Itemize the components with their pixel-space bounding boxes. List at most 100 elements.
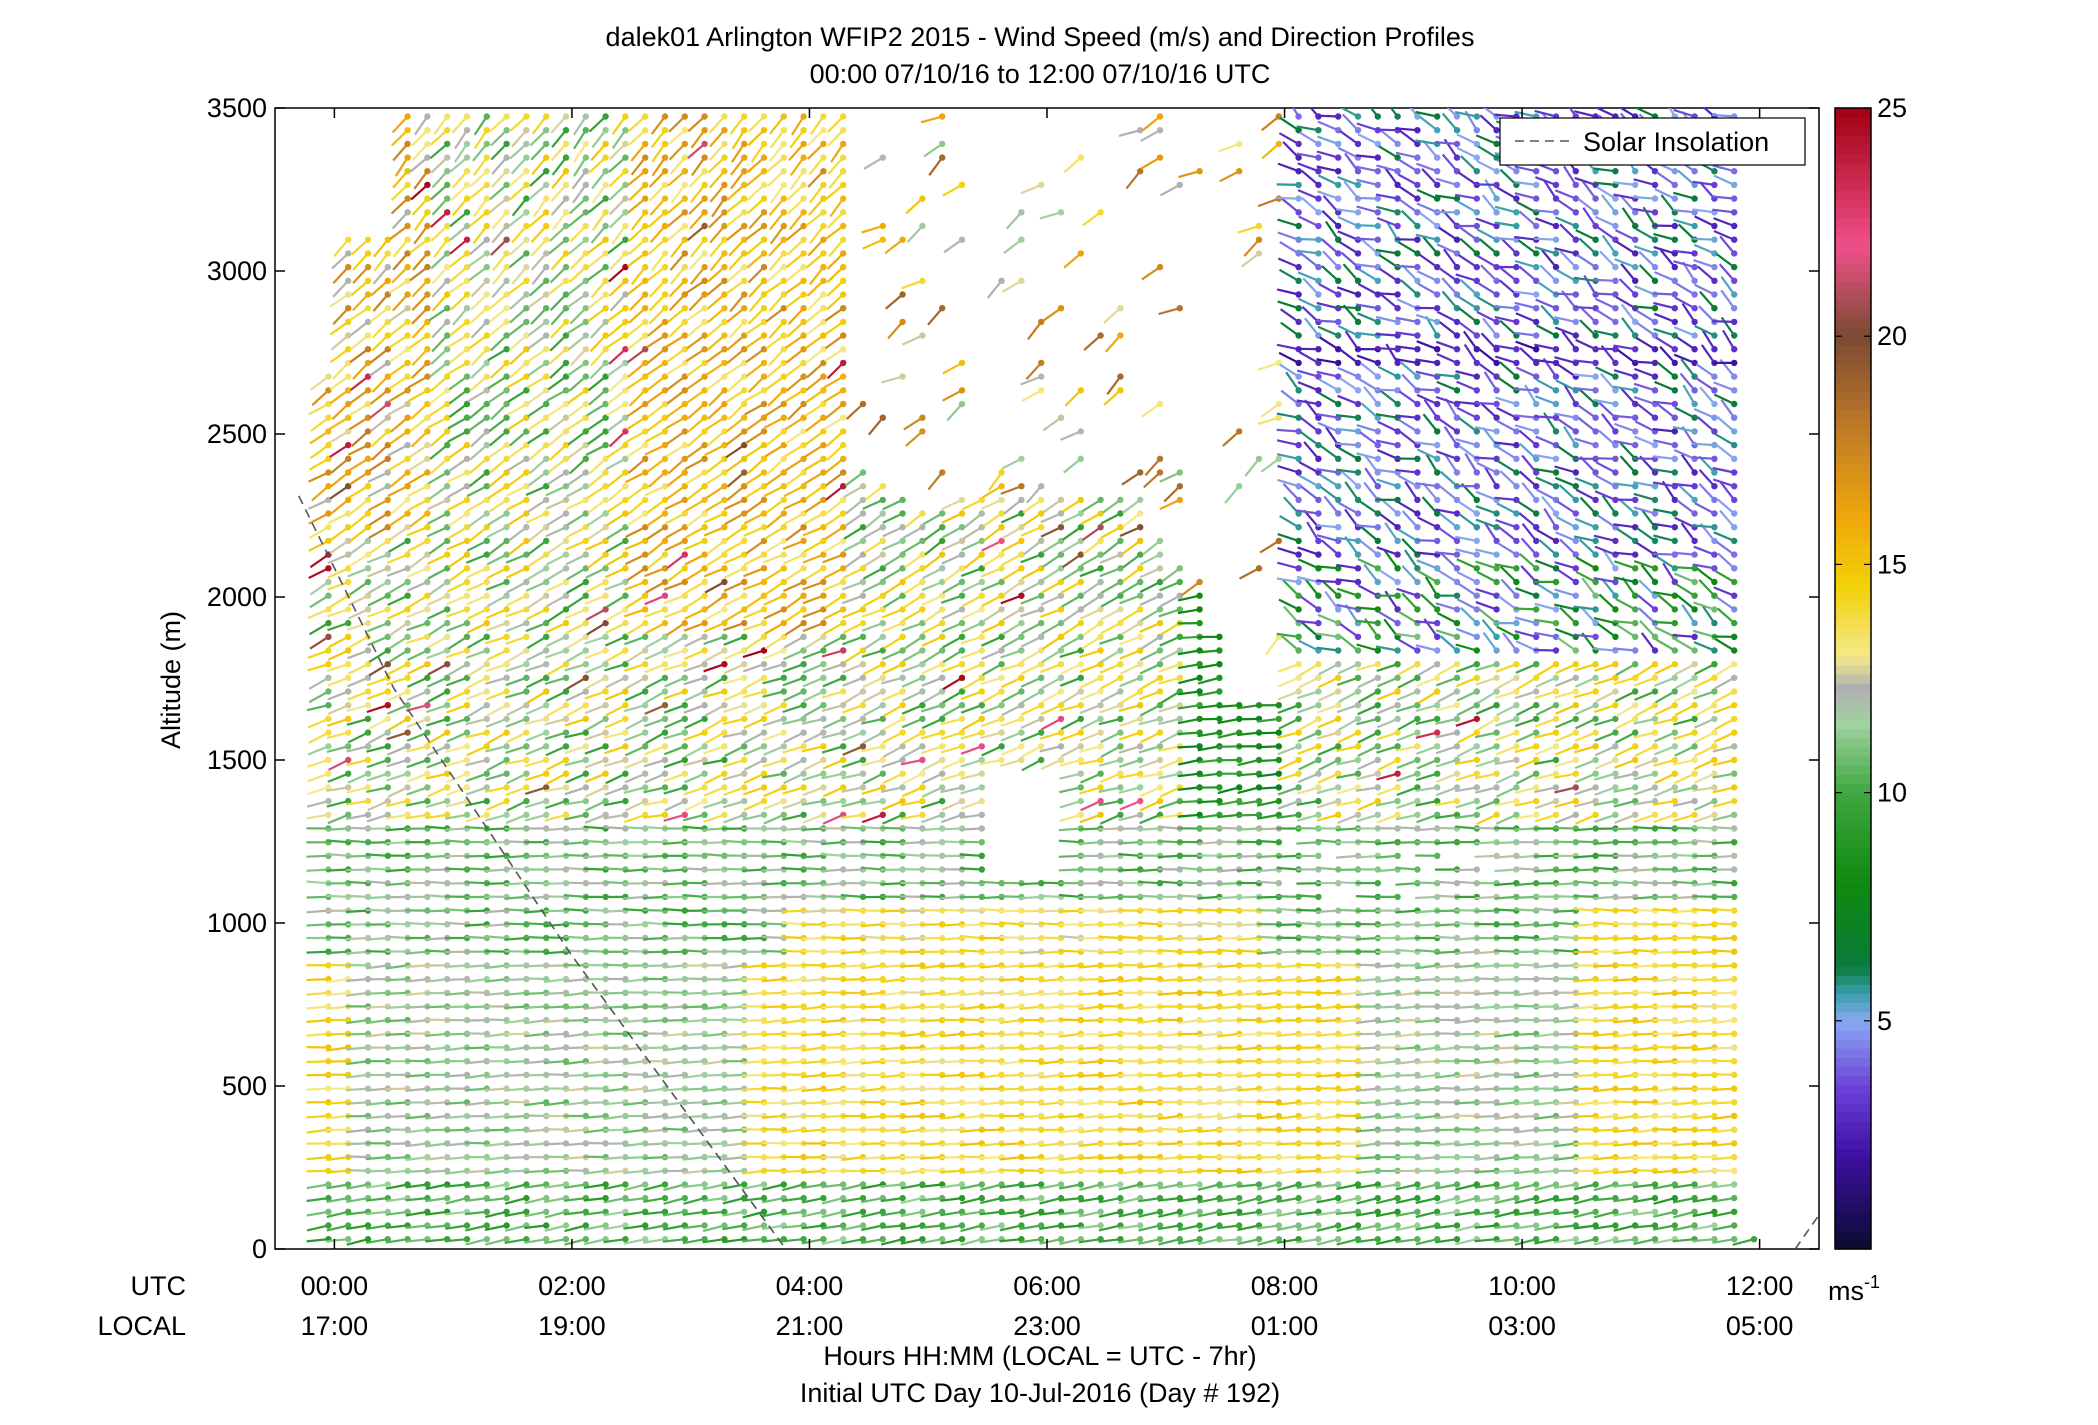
wind-barb-shaft (387, 608, 409, 620)
wind-barb-dot (325, 674, 332, 681)
wind-barb-dot (760, 318, 768, 326)
wind-barb-dot (859, 537, 867, 545)
wind-barb-dot (424, 770, 431, 777)
wind-barb-shaft (327, 717, 349, 727)
wind-barb-dot (444, 154, 451, 161)
wind-barb-dot (820, 236, 827, 243)
wind-barb-dot (523, 113, 530, 120)
wind-barb-shaft (504, 978, 527, 982)
wind-barb-shaft (369, 362, 389, 377)
wind-barb-dot (523, 1236, 530, 1243)
wind-barb-shaft (702, 1142, 725, 1146)
wind-barb-shaft (365, 1156, 388, 1161)
wind-barb-shaft (347, 567, 369, 578)
wind-barb-dot (701, 332, 708, 339)
wind-barb-shaft (506, 731, 527, 744)
wind-barb-shaft (465, 772, 488, 783)
wind-barb-shaft (347, 649, 369, 660)
wind-barb-dot (840, 743, 847, 750)
wind-barb-dot (602, 1194, 609, 1202)
wind-barb-shaft (346, 717, 369, 726)
wind-barb-shaft (488, 307, 508, 323)
wind-barb-dot (899, 1236, 906, 1243)
wind-barb-dot (384, 414, 391, 421)
wind-barb-shaft (326, 839, 349, 844)
wind-barb-shaft (367, 717, 389, 731)
wind-barb-shaft (900, 895, 923, 898)
wind-barb-dot (859, 688, 867, 695)
wind-barb-dot (345, 770, 352, 777)
wind-barb-dot (642, 428, 649, 435)
wind-barb-dot (840, 387, 847, 394)
wind-barb-shaft (761, 882, 784, 886)
wind-barb-shaft (880, 909, 903, 913)
wind-barb-shaft (484, 868, 507, 873)
wind-barb-dot (562, 113, 570, 120)
wind-barb-dot (463, 606, 471, 613)
wind-barb-shaft (365, 991, 388, 995)
wind-barb-dot (622, 469, 629, 476)
wind-barb-dot (345, 510, 352, 517)
wind-barb-dot (800, 222, 807, 230)
wind-barb-dot (760, 1208, 768, 1216)
wind-barb-shaft (446, 786, 468, 797)
wind-barb-shaft (563, 881, 586, 885)
wind-barb-shaft (327, 622, 349, 632)
wind-barb-dot (760, 524, 768, 531)
wind-barb-shaft (309, 594, 329, 609)
wind-barb-dot (622, 702, 629, 709)
wind-barb-shaft (702, 991, 725, 996)
wind-barb-dot (741, 291, 748, 298)
wind-barb-dot (681, 127, 688, 134)
wind-barb-dot (523, 661, 530, 668)
wind-barb-dot (741, 674, 748, 681)
wind-barb-dot (760, 428, 768, 435)
wind-barb-dot (661, 524, 669, 531)
wind-barb-shaft (306, 1197, 329, 1203)
wind-barb-dot (444, 702, 451, 709)
wind-barb-dot (444, 811, 451, 818)
wind-barb-shaft (365, 1183, 388, 1189)
wind-barb-shaft (507, 512, 527, 527)
wind-barb-shaft (504, 882, 527, 886)
wind-barb-shaft (623, 1073, 646, 1076)
wind-barb-dot (523, 496, 530, 504)
wind-barb-dot (424, 565, 431, 572)
wind-barb-dot (384, 305, 391, 312)
wind-barb-shaft (445, 649, 468, 659)
wind-barb-dot (463, 619, 471, 627)
wind-barb-dot (741, 250, 748, 257)
wind-barb-shaft (308, 622, 329, 636)
wind-barb-dot (424, 469, 431, 476)
wind-barb-dot (602, 729, 609, 736)
wind-barb-dot (384, 1181, 391, 1188)
wind-barb-dot (582, 387, 589, 394)
wind-barb-dot (384, 770, 391, 777)
wind-barb-shaft (391, 211, 409, 230)
wind-barb-dot (721, 702, 728, 709)
wind-barb-shaft (385, 1114, 408, 1119)
wind-barb-dot (562, 565, 570, 572)
wind-barb-dot (622, 537, 629, 545)
wind-barb-shaft (350, 321, 369, 337)
wind-barb-dot (760, 606, 768, 613)
wind-barb-dot (721, 195, 728, 202)
wind-barb-dot (463, 565, 471, 572)
wind-barb-shaft (466, 608, 488, 620)
wind-barb-shaft (466, 745, 488, 757)
wind-barb-dot (444, 318, 451, 326)
wind-barb-dot (424, 373, 431, 380)
wind-barb-dot (483, 729, 490, 736)
wind-barb-dot (444, 510, 451, 517)
wind-barb-dot (800, 715, 807, 723)
wind-barb-dot (820, 633, 827, 640)
wind-barb-dot (463, 236, 471, 243)
wind-barb-shaft (306, 800, 329, 808)
wind-barb-dot (582, 236, 589, 243)
wind-barb-shaft (365, 936, 388, 941)
wind-barb-dot (503, 688, 510, 695)
wind-barb-dot (404, 674, 411, 681)
wind-barb-shaft (346, 991, 369, 997)
wind-barb-dot (444, 195, 451, 202)
wind-barb-dot (364, 291, 372, 298)
